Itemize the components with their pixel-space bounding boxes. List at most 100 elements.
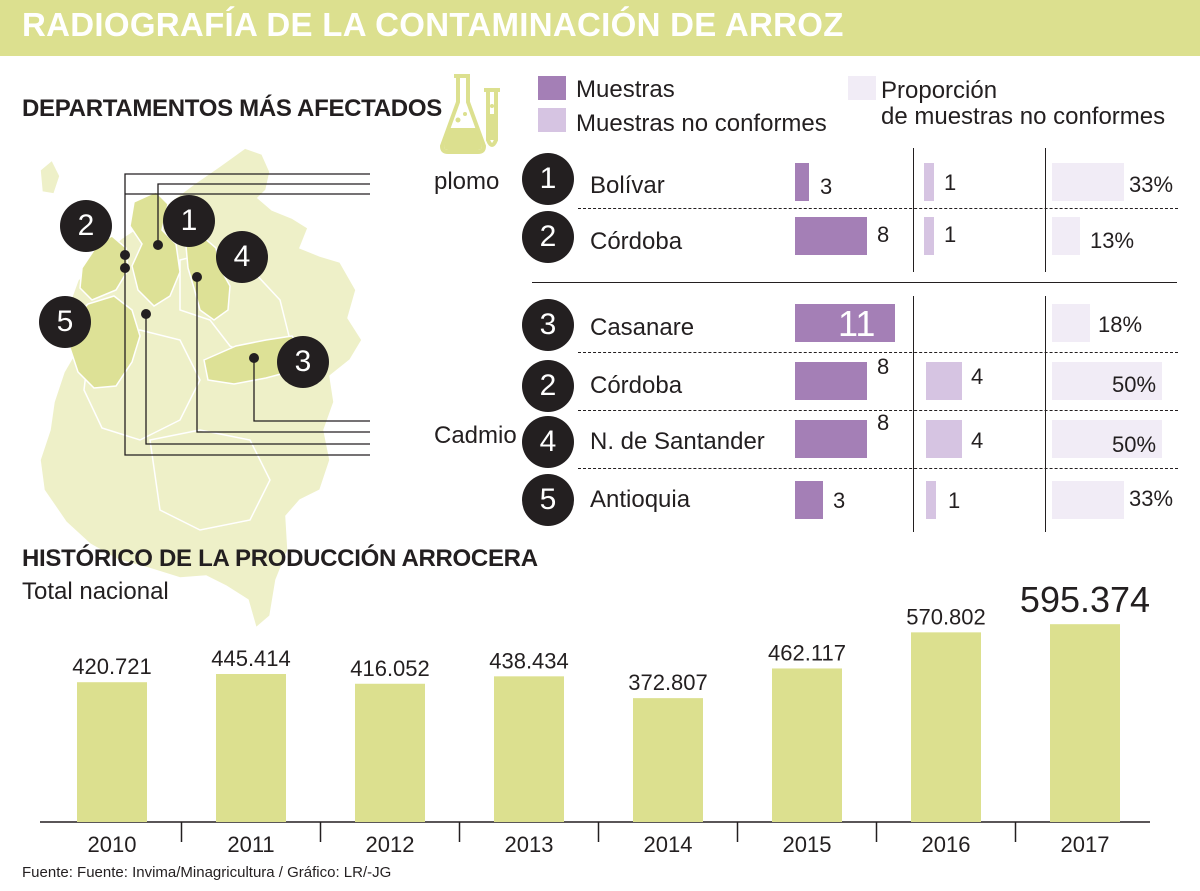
production-bar-chart: 420.721 2010 445.414 2011 416.052 2012 438.434… bbox=[40, 579, 1150, 857]
samples-value: 3 bbox=[833, 488, 846, 513]
legend-label-nonconforming: Muestras no conformes bbox=[576, 110, 827, 137]
rank-badge: 2 bbox=[522, 211, 574, 263]
value-label-2017: 595.374 bbox=[1020, 579, 1150, 620]
test-tubes-icon bbox=[439, 74, 500, 154]
samples-value: 8 bbox=[877, 354, 890, 379]
bar-2015 bbox=[772, 668, 842, 822]
legend-label-proportion-1: Proporción bbox=[881, 77, 998, 104]
nonconforming-bar bbox=[926, 481, 936, 519]
proportion-bar bbox=[1052, 362, 1162, 400]
proportion-value: 33% bbox=[1129, 172, 1174, 197]
samples-bar bbox=[795, 217, 867, 255]
tick-label-2015: 2015 bbox=[783, 832, 832, 857]
proportion-value: 13% bbox=[1090, 228, 1135, 253]
tick-label-2012: 2012 bbox=[366, 832, 415, 857]
value-label-2011: 445.414 bbox=[211, 646, 291, 671]
samples-bar bbox=[795, 481, 823, 519]
department-name: Antioquia bbox=[590, 486, 691, 513]
tick-label-2016: 2016 bbox=[922, 832, 971, 857]
proportion-value: 18% bbox=[1098, 312, 1143, 337]
source-note: Fuente: Fuente: Invima/Minagricultura / … bbox=[22, 864, 392, 881]
nonconforming-value: 1 bbox=[944, 170, 957, 195]
proportion-bar bbox=[1052, 420, 1162, 458]
department-name: N. de Santander bbox=[590, 428, 765, 455]
department-name: Córdoba bbox=[590, 372, 683, 399]
bar-2014 bbox=[633, 698, 703, 822]
nonconforming-bar bbox=[926, 420, 962, 458]
map-marker-3: 3 bbox=[277, 336, 329, 388]
value-label-2014: 372.807 bbox=[628, 670, 708, 695]
map-marker-5: 5 bbox=[39, 296, 91, 348]
lead-label: plomo bbox=[434, 168, 500, 195]
tick-label-2011: 2011 bbox=[227, 832, 274, 857]
legend-swatch-samples bbox=[538, 76, 566, 100]
rank-badge: 2 bbox=[522, 360, 574, 412]
proportion-value: 50% bbox=[1112, 432, 1157, 457]
rank-badge: 5 bbox=[522, 474, 574, 526]
proportion-bar bbox=[1052, 163, 1124, 201]
nonconforming-bar bbox=[924, 163, 934, 201]
value-label-2012: 416.052 bbox=[350, 656, 430, 681]
proportion-bar bbox=[1052, 304, 1090, 342]
samples-bar bbox=[795, 362, 867, 400]
cadmium-label: Cadmio bbox=[434, 422, 517, 449]
bar-2016 bbox=[911, 632, 981, 822]
tick-label-2010: 2010 bbox=[88, 832, 137, 857]
samples-value: 8 bbox=[877, 410, 890, 435]
bar-2010 bbox=[77, 682, 147, 822]
rank-badge: 3 bbox=[522, 299, 574, 351]
bar-2012 bbox=[355, 683, 425, 822]
value-label-2013: 438.434 bbox=[489, 648, 569, 673]
department-name: Córdoba bbox=[590, 228, 683, 255]
colombia-map bbox=[39, 147, 370, 630]
map-marker-2: 2 bbox=[60, 200, 112, 252]
title-bar: RADIOGRAFÍA DE LA CONTAMINACIÓN DE ARROZ bbox=[0, 0, 1200, 56]
department-name: Bolívar bbox=[590, 172, 665, 199]
nonconforming-value: 4 bbox=[971, 428, 984, 453]
samples-value: 8 bbox=[877, 222, 890, 247]
department-name: Casanare bbox=[590, 314, 695, 341]
rank-badge: 1 bbox=[522, 153, 574, 205]
nonconforming-value: 4 bbox=[971, 364, 984, 389]
tick-label-2013: 2013 bbox=[505, 832, 554, 857]
column-divider-4 bbox=[1045, 296, 1046, 532]
map-marker-4: 4 bbox=[216, 231, 268, 283]
production-subtitle: Total nacional bbox=[22, 578, 169, 605]
samples-bar bbox=[795, 420, 867, 458]
bar-2017 bbox=[1050, 624, 1120, 822]
nonconforming-bar bbox=[926, 362, 962, 400]
page-title: RADIOGRAFÍA DE LA CONTAMINACIÓN DE ARROZ bbox=[22, 6, 844, 43]
nonconforming-bar bbox=[924, 217, 934, 255]
legend-swatch-proportion bbox=[848, 76, 876, 100]
samples-value: 11 bbox=[838, 303, 876, 344]
nonconforming-value: 1 bbox=[944, 222, 957, 247]
proportion-bar bbox=[1052, 481, 1124, 519]
value-label-2015: 462.117 bbox=[768, 640, 846, 665]
rank-badge: 4 bbox=[522, 416, 574, 468]
proportion-bar bbox=[1052, 217, 1080, 255]
row-divider bbox=[578, 208, 1178, 209]
tick-label-2017: 2017 bbox=[1061, 832, 1110, 857]
bar-2013 bbox=[494, 676, 564, 822]
value-label-2010: 420.721 bbox=[72, 654, 152, 679]
row-divider bbox=[578, 410, 1178, 411]
proportion-value: 33% bbox=[1129, 486, 1174, 511]
bar-2011 bbox=[216, 674, 286, 822]
column-divider-1 bbox=[913, 148, 914, 272]
legend-label-samples: Muestras bbox=[576, 76, 675, 103]
samples-bar bbox=[795, 304, 895, 342]
map-marker-1: 1 bbox=[163, 195, 215, 247]
column-divider-3 bbox=[913, 296, 914, 532]
row-divider bbox=[578, 352, 1178, 353]
proportion-value: 50% bbox=[1112, 372, 1157, 397]
column-divider-2 bbox=[1045, 148, 1046, 272]
legend-label-proportion-2: de muestras no conformes bbox=[881, 103, 1166, 130]
nonconforming-value: 1 bbox=[948, 488, 961, 513]
row-divider bbox=[578, 468, 1178, 469]
legend-swatch-nonconforming bbox=[538, 108, 566, 132]
value-label-2016: 570.802 bbox=[906, 604, 986, 629]
tick-label-2014: 2014 bbox=[644, 832, 693, 857]
production-title: HISTÓRICO DE LA PRODUCCIÓN ARROCERA bbox=[22, 545, 538, 572]
map-section-title: DEPARTAMENTOS MÁS AFECTADOS bbox=[22, 95, 442, 122]
group-separator bbox=[532, 282, 1177, 283]
